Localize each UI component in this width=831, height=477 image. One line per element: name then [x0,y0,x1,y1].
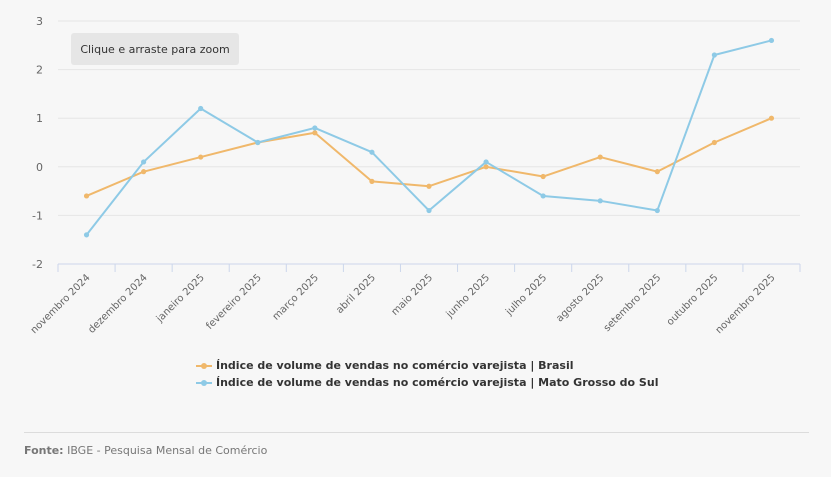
x-tick-label: agosto 2025 [554,272,606,324]
x-tick-label: novembro 2025 [714,272,778,336]
footer-divider [24,432,809,433]
data-point-series-1 [83,232,90,238]
data-point-series-0 [597,154,603,160]
data-point-series-1 [483,159,489,165]
x-tick-label: dezembro 2024 [86,272,149,335]
source-text: IBGE - Pesquisa Mensal de Comércio [67,444,268,457]
y-tick-label: 1 [36,112,43,125]
data-point-series-0 [540,173,546,180]
legend-label-mato-grosso-do-sul: Índice de volume de vendas no comércio v… [216,376,659,389]
zoom-hint-button[interactable]: Clique e arraste para zoom [71,33,239,65]
data-point-series-0 [83,193,90,199]
x-tick-label: fevereiro 2025 [204,272,264,332]
x-tick-label: março 2025 [271,272,321,322]
x-tick-label: maio 2025 [390,272,436,318]
legend-marker-ms-icon [196,378,212,388]
y-tick-label: 0 [36,161,43,174]
data-point-series-1 [312,125,318,131]
data-point-series-1 [654,207,660,214]
data-point-series-1 [426,207,432,214]
data-point-series-1 [369,149,375,155]
data-point-series-1 [711,52,717,58]
source-label: Fonte: [24,444,64,457]
y-tick-label: 3 [36,15,43,28]
x-tick-label: julho 2025 [503,272,549,318]
data-point-series-0 [654,169,660,175]
legend-marker-brasil-icon [196,361,212,371]
legend-item-brasil[interactable]: Índice de volume de vendas no comércio v… [196,357,658,374]
data-point-series-0 [198,154,204,160]
x-tick-label: outubro 2025 [665,272,721,328]
data-point-series-1 [255,139,261,146]
data-point-series-1 [141,159,147,165]
data-point-series-0 [369,178,375,184]
data-point-series-0 [483,164,489,170]
x-tick-label: setembro 2025 [602,272,664,334]
y-tick-label: -1 [32,209,43,222]
chart-legend: Índice de volume de vendas no comércio v… [196,357,658,391]
data-point-series-1 [540,193,546,199]
y-tick-label: 2 [36,64,43,77]
x-tick-label: abril 2025 [334,272,378,316]
legend-label-brasil: Índice de volume de vendas no comércio v… [216,359,574,372]
legend-item-mato-grosso-do-sul[interactable]: Índice de volume de vendas no comércio v… [196,374,658,391]
x-tick-label: janeiro 2025 [154,272,207,325]
x-tick-label: novembro 2024 [29,272,93,336]
data-point-series-1 [597,198,603,204]
data-point-series-0 [426,183,432,189]
source-footer: Fonte: IBGE - Pesquisa Mensal de Comérci… [24,444,267,457]
data-point-series-1 [768,37,775,44]
data-point-series-0 [711,139,717,146]
data-point-series-1 [198,105,204,112]
data-point-series-0 [768,115,775,121]
y-tick-label: -2 [32,258,43,271]
x-tick-label: junho 2025 [444,272,492,320]
data-point-series-0 [141,169,147,175]
data-point-series-0 [312,130,318,136]
